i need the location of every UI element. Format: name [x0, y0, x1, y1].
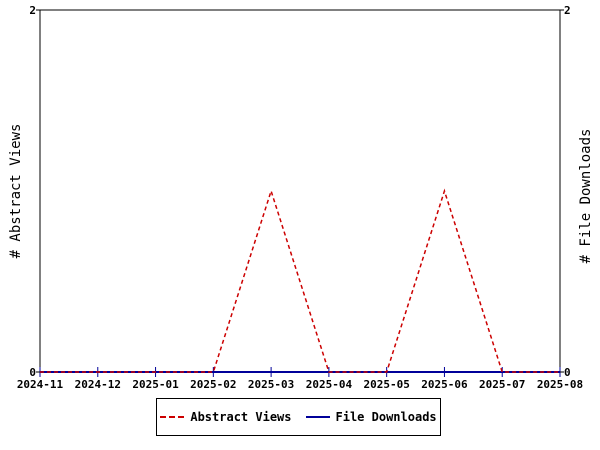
x-tick-label: 2025-02: [190, 378, 236, 391]
legend-item-file-downloads: File Downloads: [305, 410, 437, 424]
legend-label-file-downloads: File Downloads: [335, 410, 437, 424]
y-axis-title: # Abstract Views: [8, 124, 24, 259]
legend-label-abstract-views: Abstract Views: [190, 410, 292, 424]
plot-area: [39, 9, 561, 373]
y2-tick-label: 2: [564, 4, 571, 17]
x-tick-label: 2024-12: [75, 378, 121, 391]
x-tick-label: 2025-05: [363, 378, 409, 391]
x-tick-label: 2025-06: [421, 378, 468, 391]
legend-item-abstract-views: Abstract Views: [160, 410, 292, 424]
series-line-abstract-views: [40, 188, 560, 373]
series-layer: [40, 188, 560, 373]
legend: Abstract Views File Downloads: [156, 398, 441, 436]
legend-swatch-file-downloads: [305, 416, 330, 418]
x-axis: 2024-11 2024-12 2025-01 2025-02 2025-03 2025-…: [17, 367, 583, 391]
y2-tick-label: 0: [564, 366, 571, 379]
y2-axis-title: # File Downloads: [578, 129, 594, 264]
y-axis-left: 02: [29, 4, 40, 379]
x-tick-label: 2025-01: [132, 378, 179, 391]
x-tick-label: 2025-07: [479, 378, 525, 391]
x-tick-label: 2025-08: [537, 378, 583, 391]
y-tick-label: 2: [29, 4, 36, 17]
y-tick-label: 0: [29, 366, 36, 379]
x-tick-label: 2025-03: [248, 378, 294, 391]
x-tick-label: 2025-04: [306, 378, 353, 391]
legend-swatch-abstract-views: [160, 416, 185, 418]
y-axis-right: 02: [560, 4, 571, 379]
x-tick-label: 2024-11: [17, 378, 64, 391]
